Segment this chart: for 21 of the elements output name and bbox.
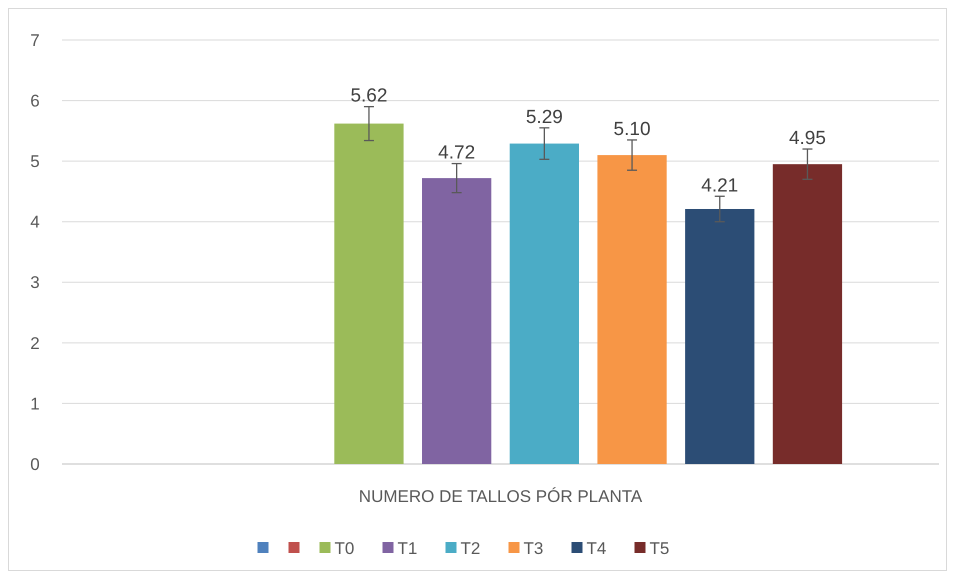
y-tick-label: 2 — [30, 334, 40, 353]
data-label: 4.72 — [438, 142, 476, 164]
x-tick-label: NUMERO DE TALLOS PÓR PLANTA — [358, 487, 643, 506]
data-label: 4.95 — [788, 128, 826, 150]
y-tick-label: 0 — [30, 454, 40, 474]
data-label: 5.62 — [350, 86, 388, 107]
y-tick-label: 5 — [30, 152, 40, 172]
legend-label: T4 — [586, 538, 606, 558]
y-tick-label: 7 — [30, 30, 40, 50]
y-tick-label: 3 — [30, 273, 40, 292]
data-label: 4.21 — [701, 175, 738, 196]
legend-label: T2 — [460, 538, 480, 558]
y-tick-label: 1 — [30, 394, 40, 414]
legend-label: T5 — [650, 538, 670, 558]
legend-label: T0 — [334, 538, 354, 558]
data-label: 5.29 — [526, 106, 563, 128]
y-tick-label: 4 — [30, 212, 40, 232]
y-tick-label: 6 — [30, 92, 40, 111]
legend-label: T3 — [524, 538, 544, 558]
legend-label: T1 — [398, 538, 418, 558]
data-label: 5.10 — [614, 118, 651, 140]
